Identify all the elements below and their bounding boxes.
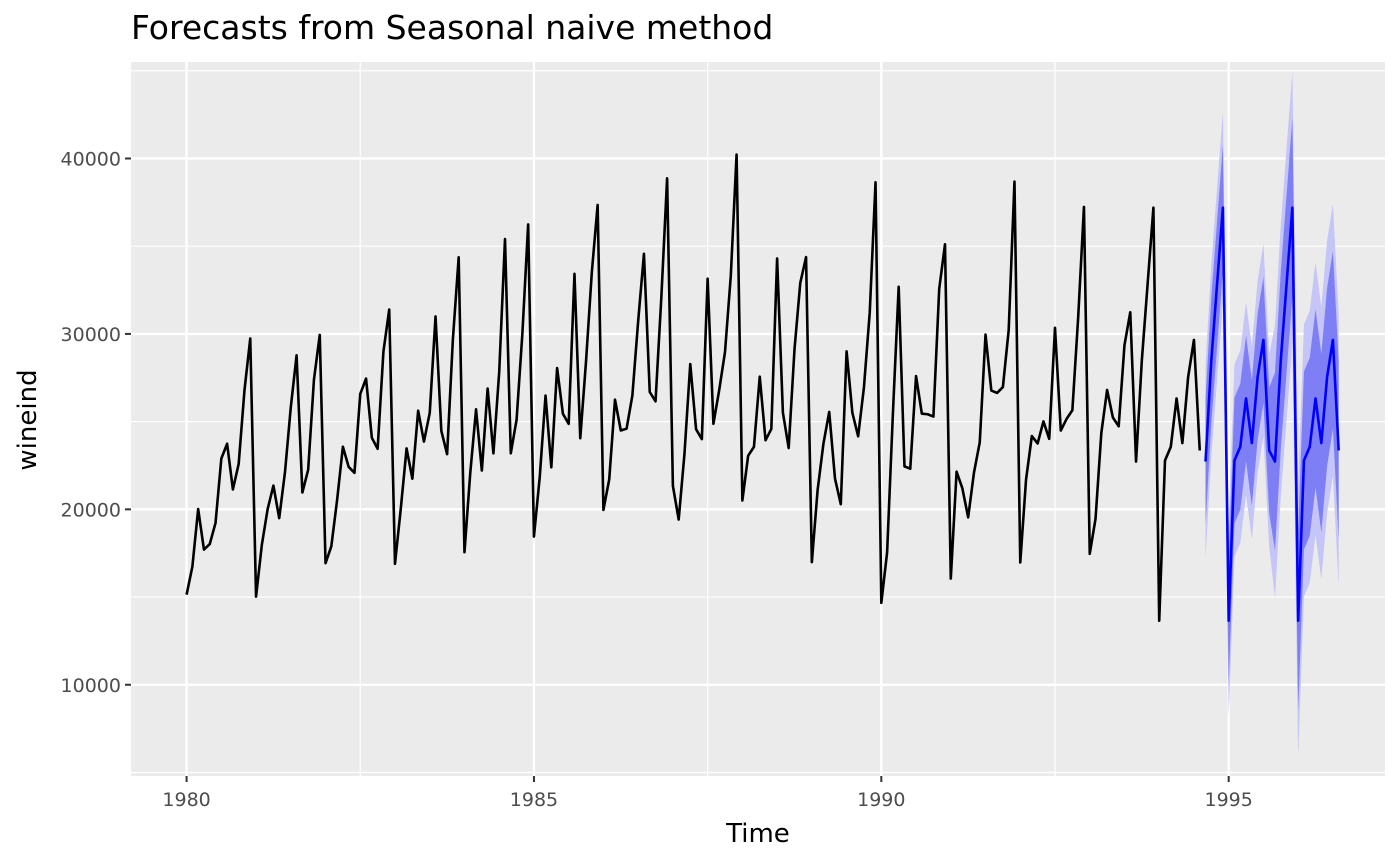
plot-panel <box>131 62 1385 776</box>
x-tick-label: 1980 <box>162 789 210 811</box>
chart-title: Forecasts from Seasonal naive method <box>131 8 773 47</box>
x-axis: 1980 1985 1990 1995 <box>162 776 1253 811</box>
history-series-line <box>185 153 1202 623</box>
x-axis-title: Time <box>725 819 790 849</box>
interval-80-band <box>1205 118 1339 710</box>
y-tick-label: 20000 <box>61 499 121 521</box>
major-gridlines <box>131 62 1385 776</box>
minor-gridlines <box>131 62 1385 776</box>
x-tick-label: 1985 <box>510 789 558 811</box>
x-tick-label: 1995 <box>1205 789 1253 811</box>
series-lines <box>185 153 1340 623</box>
y-tick-label: 10000 <box>61 675 121 697</box>
y-axis-title: wineind <box>13 369 43 470</box>
y-tick-label: 30000 <box>61 324 121 346</box>
y-tick-label: 40000 <box>61 148 121 170</box>
forecast-series-line <box>1204 206 1340 623</box>
prediction-intervals <box>1205 71 1339 757</box>
x-tick-label: 1990 <box>857 789 905 811</box>
y-axis: 10000 20000 30000 40000 <box>61 148 131 697</box>
